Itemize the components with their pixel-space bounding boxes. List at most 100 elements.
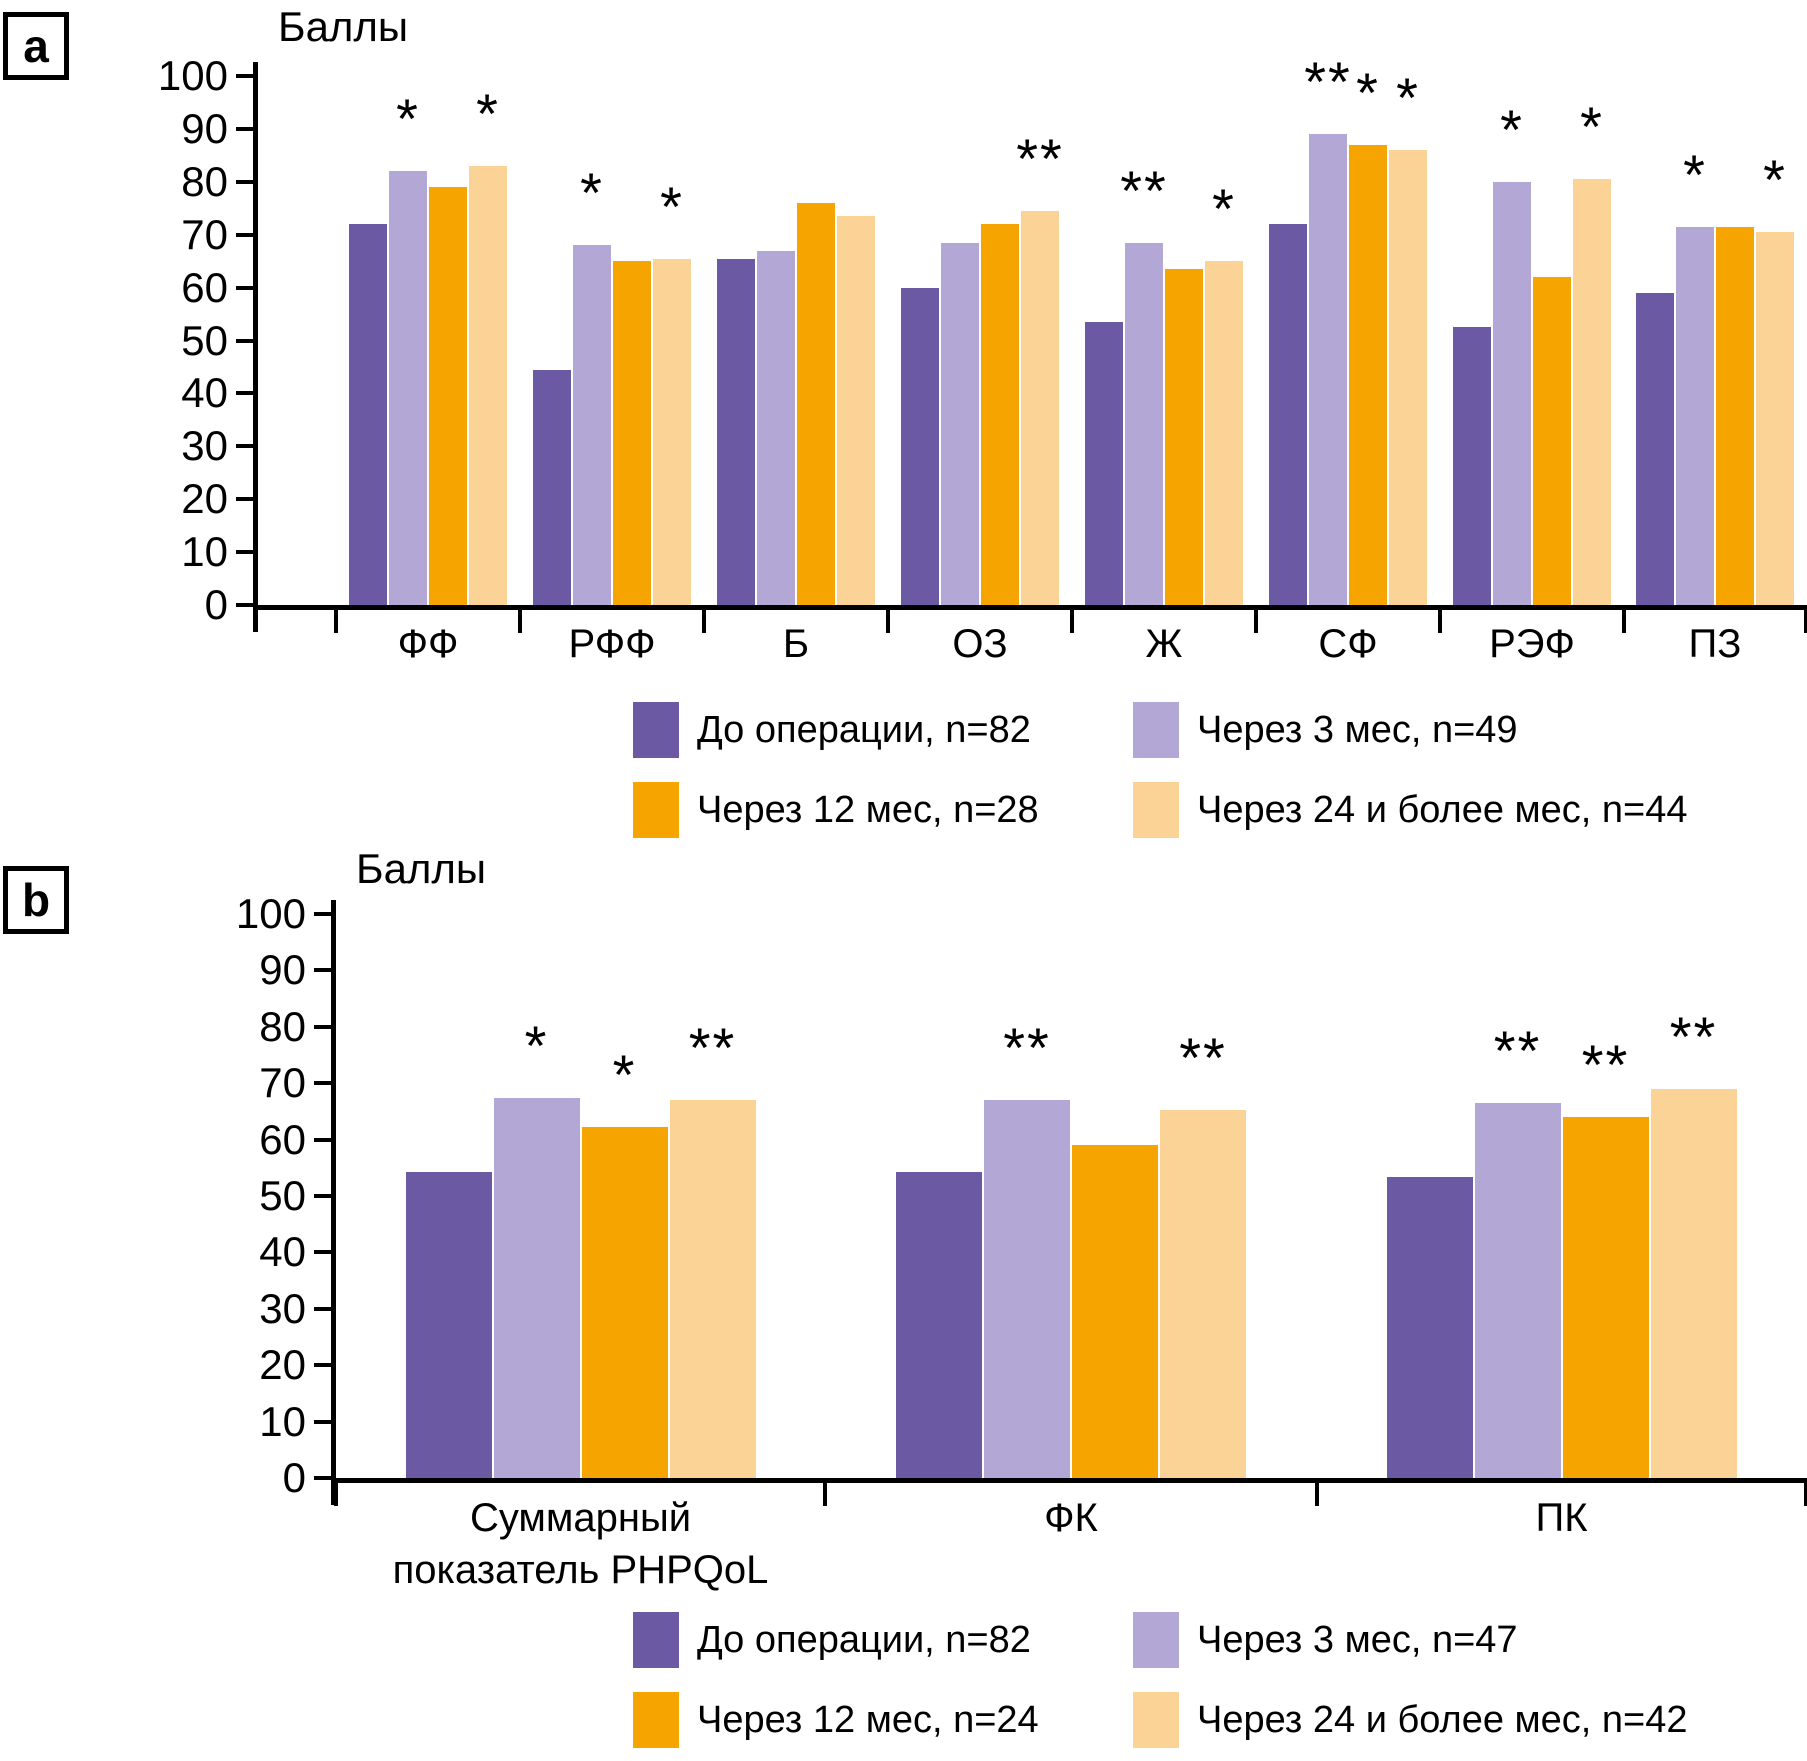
significance-star: * [524,1014,549,1078]
bar-ПК-s2 [1562,1117,1649,1478]
y-tick [314,968,331,973]
bar-ОЗ-s0 [901,287,939,605]
x-boundary-tick [518,610,522,633]
y-tick [236,338,253,343]
x-boundary-tick [886,610,890,633]
y-tick [236,391,253,396]
y-tick-label: 100 [235,890,306,937]
bar-ОЗ-s2 [981,224,1019,605]
bar-ФФ-s0 [349,224,387,605]
bar-Ж-s3 [1205,261,1243,605]
y-tick-label: 70 [259,1059,306,1107]
legend-swatch [633,1692,679,1748]
x-boundary-tick [334,610,338,633]
significance-star: * [1356,60,1380,124]
y-tick-label: 100 [157,52,228,99]
bar-ФК-s2 [1072,1145,1158,1478]
legend-swatch [633,1612,679,1668]
bar-Б-s0 [717,258,755,605]
x-category-label: ФФ [397,622,459,666]
legend-label: До операции, n=82 [697,1619,1031,1661]
significance-star: * [476,81,500,145]
bar-Суммарный-s2 [581,1126,668,1478]
x-boundary-tick [1070,610,1074,633]
y-tick-label: 20 [181,475,228,523]
legend-swatch [633,782,679,838]
significance-star: ** [1493,1018,1542,1082]
significance-star: * [1212,177,1236,241]
significance-star: * [1580,95,1604,159]
y-tick-label: 40 [259,1228,306,1276]
bar-ПК-s1 [1474,1102,1561,1478]
x-category-label: Ж [1145,622,1183,666]
significance-star: * [580,161,604,225]
significance-star: ** [1120,158,1168,222]
significance-star: ** [1669,1004,1718,1068]
bar-ПК-s0 [1386,1177,1473,1478]
significance-star: * [660,174,684,238]
y-tick [236,285,253,290]
x-boundary-tick [334,1483,338,1506]
significance-star: ** [1581,1033,1630,1097]
x-category-label: СФ [1318,622,1378,666]
bar-Суммарный-s0 [405,1171,492,1478]
y-axis-title-a: Баллы [278,3,409,50]
bar-РЭФ-s1 [1493,181,1531,605]
y-tick-label: 60 [259,1115,306,1163]
bar-ФК-s1 [984,1100,1070,1478]
bar-ПЗ-s2 [1716,226,1754,605]
x-boundary-tick [823,1483,827,1506]
y-tick [314,1363,331,1368]
y-tick [314,1306,331,1311]
bar-ПЗ-s1 [1676,226,1714,605]
y-tick-label: 80 [259,1002,306,1050]
y-tick [314,1137,331,1142]
bar-ФФ-s1 [389,171,427,605]
legend-swatch [1133,782,1179,838]
y-tick-label: 30 [181,422,228,470]
legend-label: Через 24 и более мес, n=42 [1197,1699,1688,1741]
y-tick-label: 0 [204,581,228,628]
y-tick-label: 70 [181,210,228,258]
significance-star: * [1683,142,1707,206]
y-tick-label: 40 [181,369,228,417]
significance-star: ** [1304,50,1352,114]
bar-Ж-s1 [1125,242,1163,605]
y-tick [236,179,253,184]
y-tick [314,1476,331,1480]
x-boundary-tick [1438,610,1442,633]
significance-star: * [1500,97,1524,161]
bar-СФ-s1 [1309,134,1347,605]
bar-Б-s3 [837,216,875,605]
bar-chart-a: 0 10 20 30 40 50 60 70 80 90 100 * * ФФ * * РФФ Б ** ОЗ ** * Ж… [0,0,1807,880]
significance-star: ** [1179,1025,1227,1089]
bar-РЭФ-s0 [1453,327,1491,605]
bar-РФФ-s3 [653,258,691,605]
y-tick-label: 30 [259,1284,306,1332]
bar-Б-s1 [757,250,795,605]
significance-star: * [1396,66,1420,130]
y-tick-label: 0 [282,1454,306,1501]
x-category-label: Суммарный показатель PHPQoL [392,1496,769,1592]
x-boundary-tick [1254,610,1258,633]
y-tick-label: 10 [259,1397,306,1445]
x-category-label: ФК [1044,1496,1098,1540]
significance-star: ** [1016,126,1064,190]
x-boundary-tick [1804,1483,1807,1506]
y-axis-line [253,62,258,632]
legend-swatch [633,702,679,758]
x-axis-line [253,605,1807,610]
x-boundary-tick [1315,1483,1319,1506]
y-tick [236,232,253,237]
y-tick [236,444,253,449]
legend-label: Через 3 мес, n=47 [1197,1619,1518,1661]
x-category-label: РФФ [568,622,656,666]
y-tick [314,1194,331,1198]
y-tick [236,550,253,555]
significance-star: ** [1003,1016,1051,1080]
panel-b-label: b [21,874,51,926]
y-tick-label: 50 [259,1172,306,1219]
y-tick [236,126,253,131]
